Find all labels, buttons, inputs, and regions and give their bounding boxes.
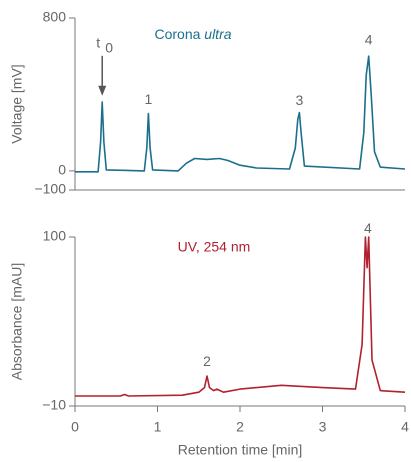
y-tick-label: −10 — [42, 397, 66, 413]
x-axis-label: Retention time [min] — [178, 442, 303, 458]
y-tick-label: 100 — [43, 228, 67, 244]
y-tick-label: −100 — [34, 181, 66, 197]
annotation: 4 — [364, 220, 372, 236]
y-tick-label: 0 — [58, 162, 66, 178]
annotation: 2 — [203, 353, 211, 369]
y-axis-label: Voltage [mV] — [9, 64, 25, 143]
x-tick-label: 3 — [319, 419, 327, 435]
annotation: 3 — [296, 92, 304, 108]
series-line — [75, 236, 406, 397]
series-line — [75, 55, 406, 173]
x-tick-label: 0 — [71, 419, 79, 435]
x-tick-label: 4 — [401, 419, 409, 435]
annotation: 1 — [145, 91, 153, 107]
annotation-subscript: 0 — [105, 40, 113, 56]
y-axis-label: Absorbance [mAU] — [9, 263, 25, 381]
arrow-head — [98, 85, 107, 96]
annotation: 4 — [365, 32, 373, 48]
legend-label: Corona ultra — [154, 26, 231, 42]
y-tick-label: 800 — [43, 9, 67, 25]
x-tick-label: 1 — [154, 419, 162, 435]
x-tick-label: 2 — [236, 419, 244, 435]
legend-label: UV, 254 nm — [178, 239, 251, 255]
annotation: t — [96, 35, 100, 51]
